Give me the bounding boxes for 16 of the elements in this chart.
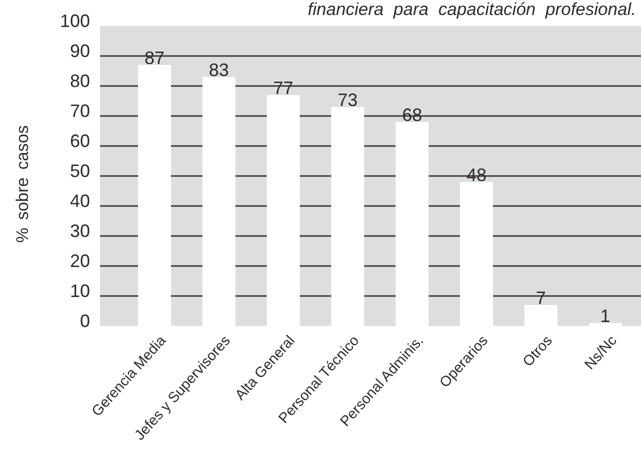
data-label: 73: [338, 90, 358, 110]
data-label: 83: [208, 60, 229, 80]
y-tick-label: 70: [70, 100, 90, 121]
y-tick-label: 80: [70, 70, 90, 91]
y-tick-label: 100: [60, 10, 90, 31]
data-label: 1: [600, 306, 610, 326]
y-tick-label: 60: [70, 130, 90, 151]
chart-title: financiera para capacitación profesional.: [308, 0, 636, 19]
y-tick-label: 20: [70, 250, 90, 271]
y-tick-label: 30: [70, 220, 90, 241]
y-tick-label: 90: [70, 40, 90, 61]
y-tick-label: 0: [80, 310, 90, 331]
y-tick-label: 10: [70, 280, 90, 301]
y-axis-title: % sobre casos: [13, 125, 32, 243]
y-tick-label: 40: [70, 190, 90, 211]
y-tick-label: 50: [70, 160, 90, 181]
